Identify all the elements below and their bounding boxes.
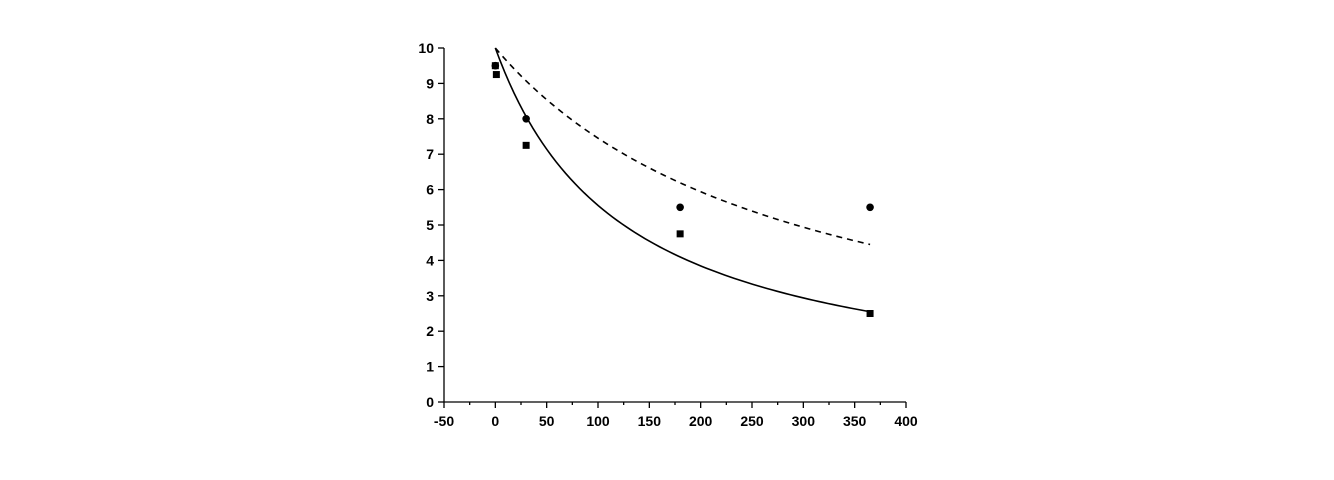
circle-marker (522, 115, 530, 123)
square-marker (522, 141, 530, 149)
y-tick-label: 8 (426, 111, 434, 127)
x-tick-label: 400 (894, 413, 918, 429)
circle-marker (676, 203, 684, 212)
square-marker (676, 230, 684, 238)
y-tick-label: 5 (426, 217, 434, 233)
y-tick-label: 7 (426, 146, 434, 162)
circle-marker (866, 203, 874, 212)
x-tick-label: 150 (638, 413, 662, 429)
x-tick-label: 100 (586, 413, 610, 429)
data-markers (491, 61, 874, 317)
y-tick-label: 10 (418, 40, 434, 56)
y-tick-label: 9 (426, 75, 434, 91)
x-tick-label: -50 (434, 413, 454, 429)
circle-marker (491, 61, 500, 70)
square-marker (492, 71, 500, 79)
x-tick-label: 50 (539, 413, 555, 429)
y-tick-label: 4 (426, 252, 434, 268)
solid-fit-curve (494, 47, 871, 313)
square-marker (866, 310, 874, 317)
y-tick-label: 0 (426, 394, 434, 410)
x-tick-label: 0 (491, 413, 499, 429)
x-tick-label: 350 (843, 413, 867, 429)
y-tick-label: 1 (426, 359, 434, 375)
x-tick-label: 250 (740, 413, 764, 429)
y-tick-label: 3 (426, 288, 434, 304)
x-tick-label: 300 (792, 413, 816, 429)
y-tick-label: 2 (426, 323, 434, 339)
x-tick-label: 200 (689, 413, 713, 429)
fit-curves (494, 47, 871, 313)
y-tick-label: 6 (426, 182, 434, 198)
dashed-fit-curve (494, 47, 871, 246)
